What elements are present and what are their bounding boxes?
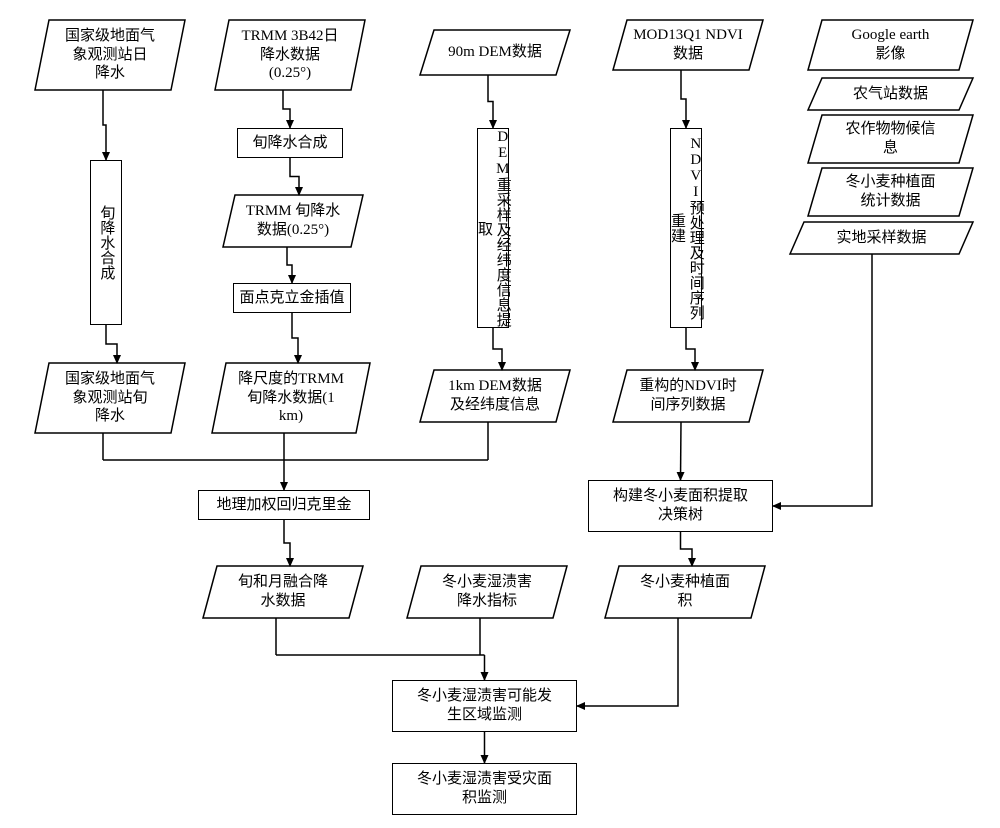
node-label: 冬小麦湿渍害可能发生区域监测 — [417, 687, 552, 725]
node-label: 1km DEM数据及经纬度信息 — [448, 377, 542, 415]
flowchart-canvas: 国家级地面气象观测站日降水 TRMM 3B42日降水数据(0.25°) 90m DE… — [0, 0, 1000, 828]
node-o5: 旬和月融合降水数据 — [203, 566, 363, 618]
node-label: 90m DEM数据 — [448, 43, 542, 62]
node-label: MOD13Q1 NDVI数据 — [633, 26, 743, 64]
node-p5: NDVI预处理及时间序列重建 — [670, 128, 702, 328]
node-p2: 旬降水合成 — [237, 128, 343, 158]
node-label: 冬小麦种植面统计数据 — [845, 173, 935, 211]
node-label: 冬小麦湿渍害受灾面积监测 — [417, 770, 552, 808]
node-label: 旬降水合成 — [97, 205, 116, 280]
node-in5e: 实地采样数据 — [790, 222, 973, 254]
node-label: 冬小麦湿渍害降水指标 — [442, 573, 532, 611]
node-r3: 冬小麦湿渍害可能发生区域监测 — [392, 680, 577, 732]
node-o6: 冬小麦湿渍害降水指标 — [407, 566, 567, 618]
node-in4: MOD13Q1 NDVI数据 — [613, 20, 763, 70]
node-in5b: 农气站数据 — [808, 78, 973, 110]
node-in3: 90m DEM数据 — [420, 30, 570, 75]
node-label: Google earth影像 — [852, 26, 930, 64]
node-label: 重构的NDVI时间序列数据 — [639, 377, 737, 415]
node-o3: 1km DEM数据及经纬度信息 — [420, 370, 570, 422]
node-label: 农气站数据 — [853, 85, 928, 104]
node-label: 旬和月融合降水数据 — [238, 573, 328, 611]
node-label: TRMM 3B42日降水数据(0.25°) — [241, 27, 338, 83]
node-label: 冬小麦种植面积 — [640, 573, 730, 611]
node-label: 地理加权回归克里金 — [216, 496, 351, 515]
node-in5c: 农作物物候信息 — [808, 115, 973, 163]
node-label: 旬降水合成 — [252, 134, 327, 153]
node-label: 实地采样数据 — [836, 229, 926, 248]
node-label: 构建冬小麦面积提取决策树 — [613, 487, 748, 525]
node-label: DEM重采样及经纬度信息提取 — [474, 129, 512, 327]
node-label: 国家级地面气象观测站日降水 — [65, 27, 155, 83]
node-label: 农作物物候信息 — [845, 120, 935, 158]
node-p1: 旬降水合成 — [90, 160, 122, 325]
node-o1: 国家级地面气象观测站旬降水 — [35, 363, 185, 433]
node-label: 降尺度的TRMM旬降水数据(1km) — [238, 370, 344, 426]
node-r4: 冬小麦湿渍害受灾面积监测 — [392, 763, 577, 815]
node-label: 面点克立金插值 — [239, 289, 344, 308]
node-p3: 面点克立金插值 — [233, 283, 351, 313]
node-m2: TRMM 旬降水数据(0.25°) — [223, 195, 363, 247]
node-in2: TRMM 3B42日降水数据(0.25°) — [215, 20, 365, 90]
node-label: TRMM 旬降水数据(0.25°) — [246, 202, 341, 240]
node-o2: 降尺度的TRMM旬降水数据(1km) — [212, 363, 370, 433]
node-r2: 构建冬小麦面积提取决策树 — [588, 480, 773, 532]
node-o7: 冬小麦种植面积 — [605, 566, 765, 618]
node-p4: DEM重采样及经纬度信息提取 — [477, 128, 509, 328]
node-in5d: 冬小麦种植面统计数据 — [808, 168, 973, 216]
node-in5a: Google earth影像 — [808, 20, 973, 70]
node-label: NDVI预处理及时间序列重建 — [667, 129, 705, 327]
node-label: 国家级地面气象观测站旬降水 — [65, 370, 155, 426]
node-o4: 重构的NDVI时间序列数据 — [613, 370, 763, 422]
node-in1: 国家级地面气象观测站日降水 — [35, 20, 185, 90]
node-r1: 地理加权回归克里金 — [198, 490, 370, 520]
